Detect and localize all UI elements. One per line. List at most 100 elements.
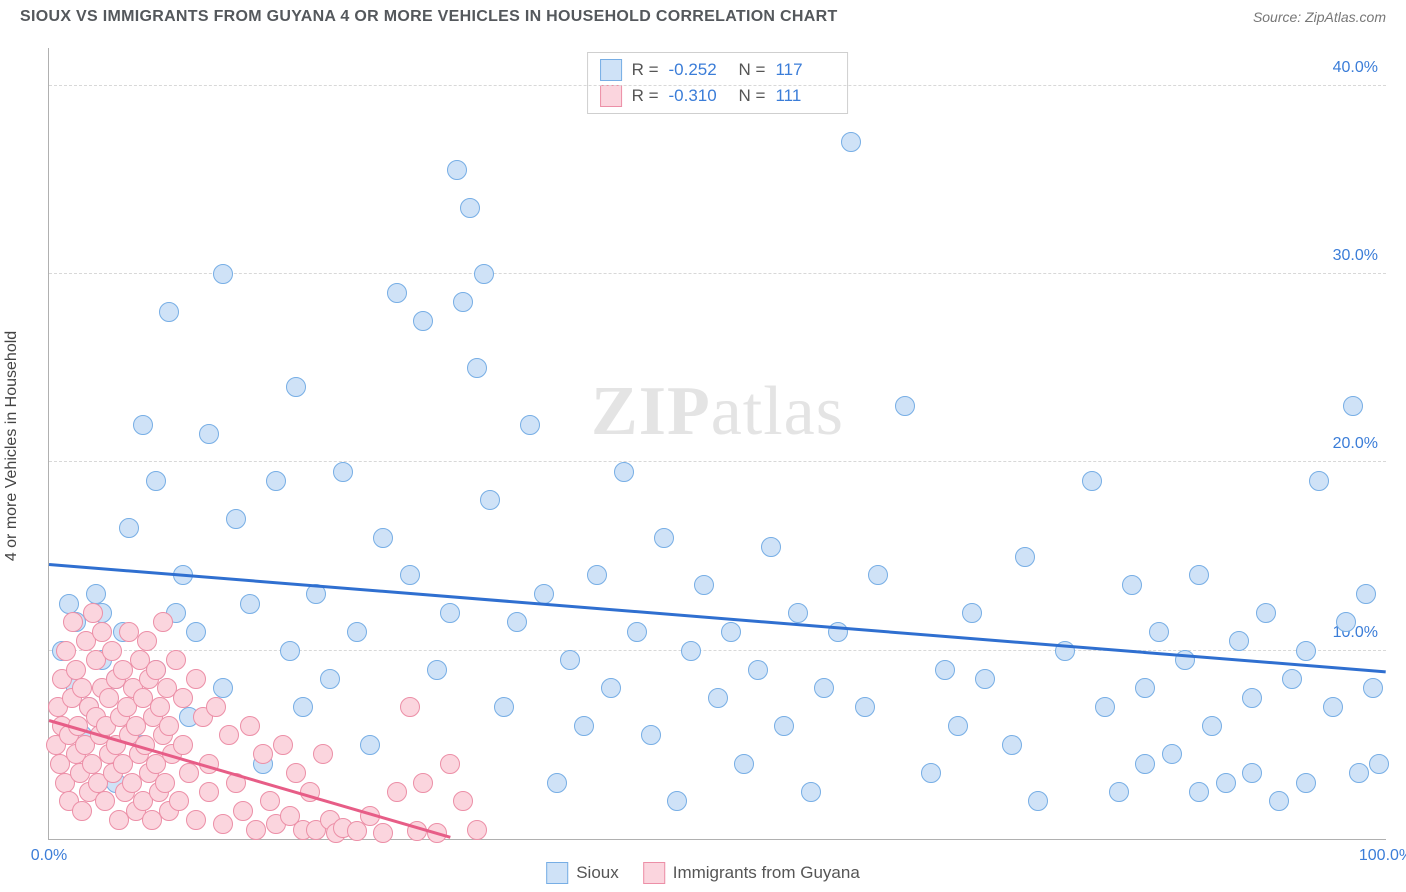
data-point (560, 650, 580, 670)
data-point (213, 678, 233, 698)
data-point (1242, 763, 1262, 783)
data-point (708, 688, 728, 708)
data-point (1369, 754, 1389, 774)
data-point (507, 612, 527, 632)
data-point (159, 302, 179, 322)
data-point (1309, 471, 1329, 491)
stat-row: R =-0.310N =111 (596, 83, 840, 109)
data-point (266, 471, 286, 491)
data-point (480, 490, 500, 510)
data-point (286, 763, 306, 783)
stat-swatch (600, 59, 622, 81)
data-point (102, 641, 122, 661)
gridline (49, 461, 1386, 462)
data-point (413, 773, 433, 793)
data-point (179, 763, 199, 783)
data-point (467, 358, 487, 378)
data-point (841, 132, 861, 152)
data-point (95, 791, 115, 811)
legend-label-sioux: Sioux (576, 863, 619, 883)
data-point (213, 264, 233, 284)
data-point (1242, 688, 1262, 708)
x-tick-label: 0.0% (31, 847, 67, 865)
data-point (801, 782, 821, 802)
data-point (240, 716, 260, 736)
data-point (246, 820, 266, 840)
data-point (748, 660, 768, 680)
data-point (474, 264, 494, 284)
data-point (453, 791, 473, 811)
data-point (1296, 641, 1316, 661)
data-point (494, 697, 514, 717)
data-point (233, 801, 253, 821)
data-point (213, 814, 233, 834)
data-point (1015, 547, 1035, 567)
data-point (1162, 744, 1182, 764)
data-point (286, 377, 306, 397)
chart-header: SIOUX VS IMMIGRANTS FROM GUYANA 4 OR MOR… (0, 0, 1406, 30)
data-point (1189, 565, 1209, 585)
gridline (49, 273, 1386, 274)
data-point (1282, 669, 1302, 689)
data-point (1135, 678, 1155, 698)
data-point (453, 292, 473, 312)
data-point (895, 396, 915, 416)
data-point (1109, 782, 1129, 802)
data-point (1002, 735, 1022, 755)
x-tick-label: 100.0% (1359, 847, 1406, 865)
data-point (173, 735, 193, 755)
data-point (159, 716, 179, 736)
data-point (173, 688, 193, 708)
data-point (460, 198, 480, 218)
data-point (260, 791, 280, 811)
data-point (734, 754, 754, 774)
data-point (654, 528, 674, 548)
legend-item-guyana: Immigrants from Guyana (643, 862, 860, 884)
data-point (962, 603, 982, 623)
data-point (774, 716, 794, 736)
data-point (614, 462, 634, 482)
stat-r-label: R = (632, 60, 659, 80)
trend-line (49, 563, 1386, 673)
data-point (574, 716, 594, 736)
legend-label-guyana: Immigrants from Guyana (673, 863, 860, 883)
data-point (681, 641, 701, 661)
data-point (1296, 773, 1316, 793)
correlation-stats-box: R =-0.252N =117R =-0.310N =111 (587, 52, 849, 114)
y-tick-label: 40.0% (1333, 59, 1378, 77)
data-point (166, 650, 186, 670)
data-point (240, 594, 260, 614)
data-point (948, 716, 968, 736)
data-point (1356, 584, 1376, 604)
data-point (788, 603, 808, 623)
data-point (56, 641, 76, 661)
data-point (1028, 791, 1048, 811)
data-point (467, 820, 487, 840)
gridline (49, 85, 1386, 86)
stat-n-value: 117 (775, 60, 835, 80)
data-point (253, 744, 273, 764)
data-point (855, 697, 875, 717)
data-point (150, 697, 170, 717)
legend-item-sioux: Sioux (546, 862, 619, 884)
data-point (199, 782, 219, 802)
data-point (427, 660, 447, 680)
data-point (1082, 471, 1102, 491)
data-point (1336, 612, 1356, 632)
data-point (146, 471, 166, 491)
watermark: ZIPatlas (591, 372, 844, 452)
data-point (547, 773, 567, 793)
data-point (1149, 622, 1169, 642)
stat-swatch (600, 85, 622, 107)
data-point (1323, 697, 1343, 717)
data-point (1202, 716, 1222, 736)
data-point (186, 810, 206, 830)
data-point (63, 612, 83, 632)
legend-swatch-guyana (643, 862, 665, 884)
data-point (280, 641, 300, 661)
stat-row: R =-0.252N =117 (596, 57, 840, 83)
data-point (935, 660, 955, 680)
data-point (155, 773, 175, 793)
data-point (83, 603, 103, 623)
data-point (273, 735, 293, 755)
